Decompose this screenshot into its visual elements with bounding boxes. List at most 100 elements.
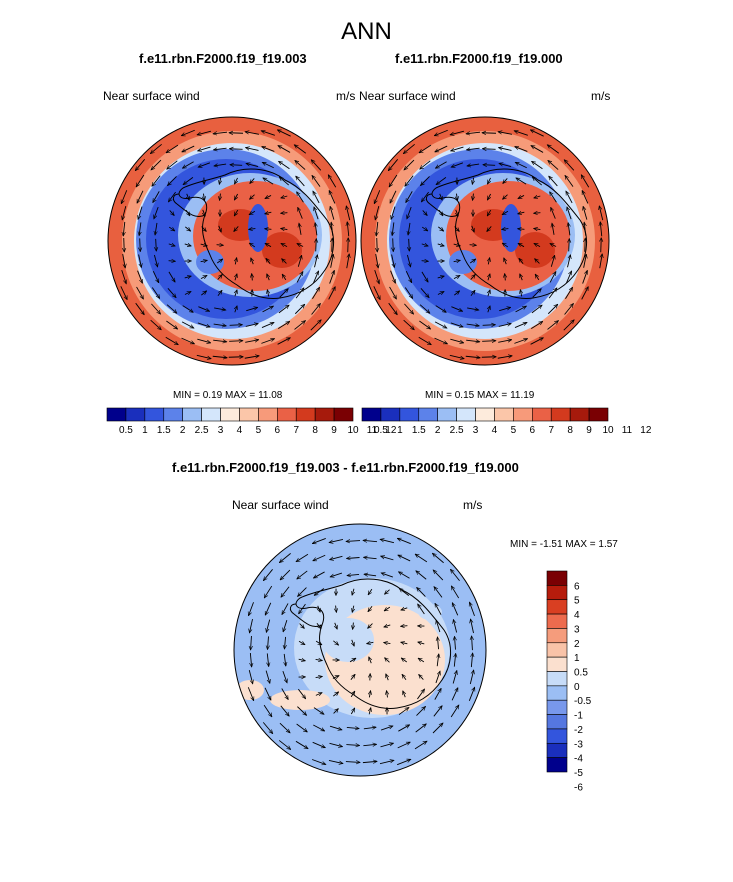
wind-vector bbox=[497, 356, 512, 359]
wind-vector bbox=[450, 705, 459, 718]
panel2-colorbar-swatch bbox=[494, 407, 514, 422]
wind-vector bbox=[213, 324, 227, 326]
wind-vector bbox=[197, 322, 210, 327]
wind-vector bbox=[432, 723, 443, 734]
wind-vector bbox=[433, 570, 444, 581]
wind-vector bbox=[422, 210, 428, 215]
wind-vector bbox=[213, 132, 228, 134]
wind-vector bbox=[487, 226, 492, 231]
wind-vector bbox=[123, 221, 125, 236]
wind-vector bbox=[398, 572, 410, 579]
wind-vector bbox=[135, 159, 146, 170]
wind-vector bbox=[244, 356, 259, 359]
wind-vector bbox=[184, 276, 192, 278]
panel3-colorbar-swatch bbox=[546, 671, 568, 687]
panel3-map bbox=[233, 523, 487, 777]
wind-vector bbox=[248, 602, 254, 616]
wind-vector bbox=[346, 745, 359, 746]
wind-vector bbox=[401, 642, 408, 644]
wind-vector bbox=[313, 707, 324, 715]
wind-vector bbox=[315, 659, 323, 660]
wind-vector bbox=[453, 619, 458, 633]
wind-vector bbox=[299, 623, 305, 629]
wind-vector bbox=[279, 161, 290, 170]
wind-vector bbox=[197, 338, 210, 343]
wind-vector bbox=[245, 340, 258, 343]
panel1-colorbar-tick-label: 1.5 bbox=[157, 425, 171, 436]
wind-vector bbox=[318, 605, 321, 612]
wind-vector bbox=[281, 213, 288, 214]
wind-vector bbox=[552, 223, 554, 235]
wind-vector bbox=[346, 541, 361, 542]
wind-vector bbox=[201, 291, 206, 296]
panel3-colorbar-tick-label: 0 bbox=[574, 682, 580, 693]
panel1-colorbar-tick-label: 4 bbox=[237, 425, 243, 436]
wind-vector bbox=[352, 605, 354, 613]
wind-vector bbox=[403, 143, 415, 153]
wind-vector bbox=[248, 669, 252, 684]
wind-vector bbox=[450, 130, 465, 135]
wind-vector bbox=[136, 174, 145, 187]
wind-vector bbox=[330, 572, 343, 577]
wind-vector bbox=[389, 174, 398, 187]
wind-vector bbox=[267, 653, 268, 666]
wind-vector bbox=[315, 676, 323, 677]
wind-vector bbox=[373, 286, 381, 299]
panel1-colorbar-swatch bbox=[314, 407, 335, 422]
panel3-colorbar-tick-label: -4 bbox=[574, 754, 583, 765]
wind-vector bbox=[520, 274, 523, 281]
panel1-colorbar-swatch bbox=[295, 407, 316, 422]
wind-vector bbox=[368, 605, 373, 611]
wind-vector bbox=[297, 192, 304, 203]
wind-vector bbox=[333, 709, 339, 714]
wind-vector bbox=[151, 303, 160, 314]
panel2-colorbar-tick-label: 11 bbox=[622, 425, 633, 436]
wind-vector bbox=[369, 657, 372, 664]
wind-vector bbox=[329, 725, 342, 730]
wind-vector bbox=[449, 354, 464, 358]
wind-vector bbox=[499, 307, 511, 312]
wind-vector bbox=[486, 193, 490, 200]
wind-vector bbox=[294, 321, 306, 330]
wind-vector bbox=[264, 585, 273, 598]
wind-vector bbox=[387, 691, 388, 698]
panel1-colorbar-swatch bbox=[182, 407, 202, 422]
wind-vector bbox=[599, 254, 602, 269]
wind-vector bbox=[246, 163, 259, 168]
panel3-colorbar-swatch bbox=[546, 728, 568, 744]
panel3-colorbar-tick-label: -0.5 bbox=[574, 696, 592, 707]
wind-vector bbox=[514, 321, 527, 329]
panel3-colorbar-tick-label: 4 bbox=[574, 610, 580, 621]
wind-vector bbox=[214, 164, 227, 166]
wind-vector bbox=[549, 272, 557, 283]
wind-vector bbox=[184, 244, 192, 246]
wind-vector bbox=[465, 356, 481, 358]
panel3-colorbar: 6 5 4 3 2 1 0.5 0 -0.5 -1 -2 -3 -4 -5 -6 bbox=[546, 570, 592, 793]
wind-vector bbox=[183, 177, 194, 184]
panel1-minmax: MIN = 0.19 MAX = 11.08 bbox=[173, 390, 283, 401]
wind-vector bbox=[472, 225, 475, 232]
panel2-colorbar-swatch bbox=[361, 407, 382, 422]
panel3-colorbar-tick-label: 3 bbox=[574, 624, 580, 635]
wind-vector bbox=[415, 724, 427, 733]
wind-vector bbox=[333, 692, 338, 697]
wind-vector bbox=[419, 304, 430, 314]
wind-vector bbox=[421, 226, 428, 231]
wind-vector bbox=[234, 226, 239, 231]
wind-vector bbox=[384, 606, 391, 611]
wind-vector bbox=[515, 305, 527, 313]
wind-vector bbox=[217, 290, 222, 297]
wind-vector bbox=[198, 162, 211, 167]
wind-vector bbox=[391, 254, 395, 267]
wind-vector bbox=[417, 587, 426, 597]
wind-vector bbox=[407, 206, 412, 219]
wind-vector bbox=[451, 146, 464, 151]
wind-vector bbox=[469, 259, 476, 264]
wind-vector bbox=[298, 207, 303, 219]
wind-vector bbox=[245, 148, 259, 151]
wind-vector bbox=[122, 205, 127, 220]
wind-vector bbox=[499, 163, 512, 168]
wind-vector bbox=[265, 242, 272, 248]
wind-vector bbox=[392, 222, 394, 235]
wind-vector bbox=[168, 226, 175, 231]
